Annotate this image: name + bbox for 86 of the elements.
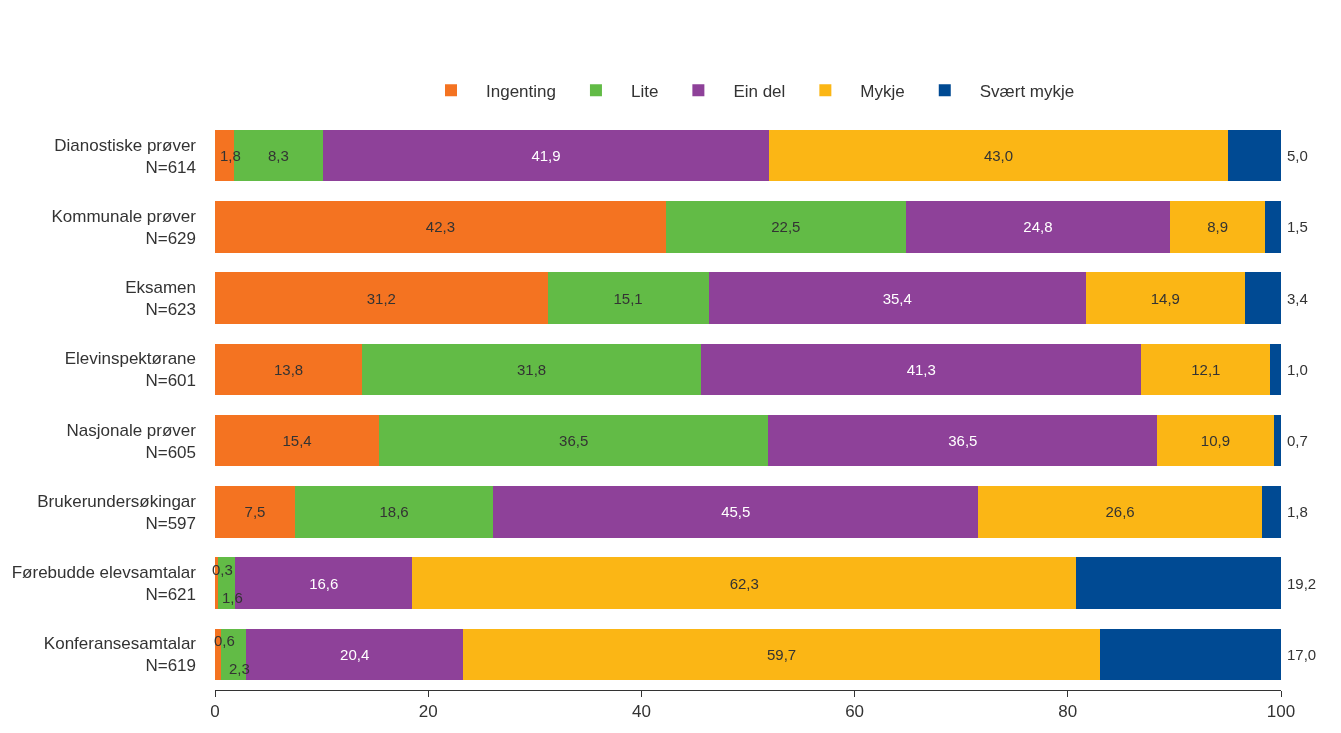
data-label: 26,6	[1105, 503, 1135, 521]
y-tick-label: Brukerundersøkingar N=597	[37, 491, 197, 533]
bar	[379, 414, 769, 467]
data-label: 14,9	[1150, 289, 1180, 307]
y-tick-label: Kommunale prøver N=629	[51, 206, 197, 248]
legend-label: Lite	[630, 81, 659, 101]
bar	[294, 486, 494, 538]
data-label: 42,3	[425, 218, 456, 236]
bar	[1261, 486, 1281, 538]
bar	[412, 557, 1077, 609]
bar	[215, 272, 548, 324]
bar	[1157, 414, 1274, 467]
data-label: 20,4	[340, 645, 370, 663]
bar	[1141, 343, 1271, 396]
bar	[701, 343, 1142, 396]
data-label: 41,9	[531, 147, 561, 165]
data-label: 36,5	[948, 432, 978, 450]
bar	[665, 201, 906, 253]
data-label: 22,5	[771, 218, 801, 236]
bar	[215, 201, 666, 253]
x-tick-label: 60	[845, 702, 865, 722]
y-tick-label: Konferansesamtalar N=619	[43, 634, 197, 676]
data-label: 1,5	[1287, 218, 1308, 235]
bar	[769, 129, 1228, 182]
bar	[1099, 628, 1281, 681]
bar	[1076, 557, 1281, 609]
bar	[905, 201, 1171, 253]
bar	[1273, 414, 1281, 467]
data-label: 3,4	[1287, 290, 1308, 307]
bar	[1244, 272, 1281, 324]
data-label: 1,0	[1287, 361, 1308, 378]
data-label: 8,3	[268, 147, 289, 165]
bar	[362, 343, 702, 396]
data-label: 0,7	[1287, 432, 1308, 449]
data-label: 36,5	[559, 432, 589, 450]
data-label: 15,4	[282, 432, 312, 450]
bar	[215, 343, 363, 396]
data-label: 35,4	[882, 289, 912, 307]
data-label: 12,1	[1191, 360, 1221, 378]
data-label: 10,9	[1200, 432, 1231, 450]
data-label: 7,5	[244, 503, 266, 521]
y-tick-label: Nasjonale prøver N=605	[66, 420, 197, 462]
legend-label: Svært mykje	[979, 81, 1075, 101]
data-label: 41,3	[906, 360, 936, 378]
bar	[215, 414, 380, 467]
bar	[463, 628, 1100, 681]
bar	[1270, 343, 1281, 396]
data-label: 45,5	[721, 503, 751, 521]
x-tick-label: 0	[210, 702, 220, 722]
bar	[215, 486, 295, 538]
data-label: 31,2	[366, 289, 396, 307]
x-tick-label: 40	[631, 702, 651, 722]
legend-label: Ingenting	[486, 81, 556, 101]
bar	[1227, 129, 1281, 182]
data-label: 43,0	[983, 147, 1014, 165]
y-tick-label: Førebudde elevsamtalar N=621	[11, 563, 197, 605]
data-label: 13,8	[273, 360, 304, 378]
bar	[1170, 201, 1266, 253]
data-label: 5,0	[1287, 147, 1308, 164]
bar	[547, 272, 709, 324]
bar	[322, 129, 770, 182]
data-label: 17,0	[1287, 646, 1317, 663]
x-tick-label: 20	[418, 702, 438, 722]
data-label: 59,7	[766, 645, 797, 663]
bar	[1265, 201, 1281, 253]
data-label: 8,9	[1207, 218, 1228, 236]
legend-label: Ein del	[733, 81, 786, 101]
legend-label: Mykje	[860, 81, 905, 101]
data-label: 24,8	[1023, 218, 1053, 236]
bar	[708, 272, 1086, 324]
data-label: 16,6	[309, 574, 339, 592]
data-label: 1,8	[1287, 503, 1308, 520]
bar	[1085, 272, 1245, 324]
data-label: 18,6	[379, 503, 409, 521]
y-tick-label: Eksamen N=623	[125, 278, 196, 320]
x-tick-label: 80	[1058, 702, 1078, 722]
bar	[768, 414, 1158, 467]
x-tick-label: 100	[1266, 702, 1296, 722]
bar	[978, 486, 1262, 538]
y-tick-label: Elevinspektørane N=601	[64, 349, 196, 391]
data-label: 62,3	[729, 574, 759, 592]
data-label: 31,8	[517, 360, 547, 378]
data-label: 15,1	[613, 289, 643, 307]
y-tick-label: Dianostiske prøver N=614	[54, 135, 197, 177]
bar	[493, 486, 979, 538]
data-label: 19,2	[1287, 575, 1317, 592]
